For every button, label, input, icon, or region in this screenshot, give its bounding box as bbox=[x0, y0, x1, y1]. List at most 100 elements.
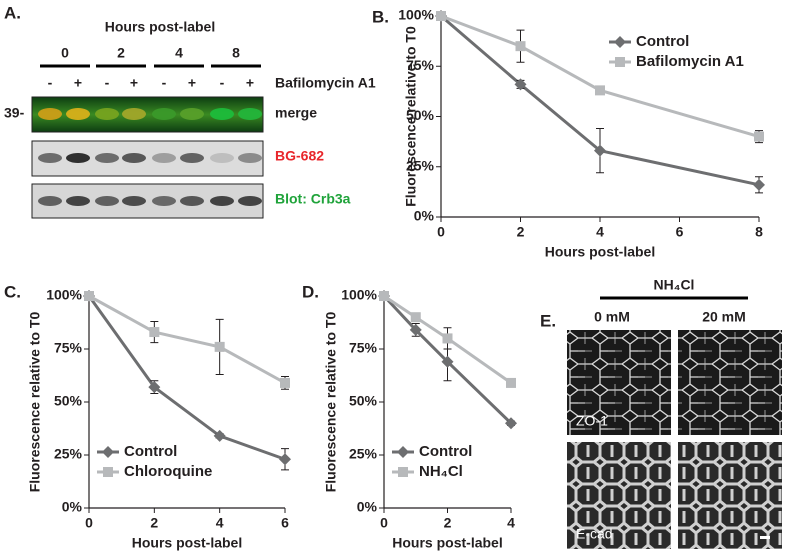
sign-label: + bbox=[246, 75, 254, 91]
band bbox=[95, 108, 119, 120]
x-tick-label: 4 bbox=[216, 515, 224, 531]
y-tick-label: 25% bbox=[406, 157, 435, 173]
x-tick-label: 2 bbox=[517, 224, 525, 240]
series-line bbox=[440, 14, 760, 139]
band bbox=[210, 108, 234, 120]
sign-label: - bbox=[220, 75, 225, 91]
point bbox=[149, 327, 160, 338]
scale-bar bbox=[760, 536, 770, 539]
x-tick-label: 4 bbox=[507, 515, 515, 531]
micrograph bbox=[567, 330, 671, 435]
band bbox=[38, 108, 62, 120]
point bbox=[506, 377, 516, 388]
timepoint-label: 8 bbox=[232, 45, 240, 61]
legend-marker bbox=[614, 36, 626, 48]
sign-label: + bbox=[74, 75, 82, 91]
y-tick-label: 25% bbox=[349, 446, 378, 462]
band bbox=[38, 153, 62, 163]
point bbox=[436, 11, 446, 21]
band bbox=[238, 196, 262, 206]
legend-label: Control bbox=[636, 33, 689, 50]
band bbox=[122, 108, 146, 120]
panel-label: B. bbox=[372, 7, 389, 26]
y-tick-label: 100% bbox=[46, 287, 82, 303]
y-tick-label: 0% bbox=[62, 499, 83, 515]
point bbox=[754, 131, 764, 142]
point bbox=[279, 453, 291, 466]
series-line bbox=[382, 294, 513, 425]
y-tick-label: 50% bbox=[349, 393, 378, 409]
band bbox=[38, 196, 62, 206]
point bbox=[379, 291, 389, 301]
timepoint-label: 0 bbox=[61, 45, 69, 61]
point bbox=[441, 355, 454, 368]
band bbox=[180, 196, 204, 206]
band bbox=[66, 196, 90, 206]
legend-label: Chloroquine bbox=[124, 463, 212, 480]
legend-label: Bafilomycin A1 bbox=[636, 53, 744, 70]
x-tick-label: 8 bbox=[755, 224, 763, 240]
stain-label: E-cad bbox=[576, 526, 613, 542]
row-label: merge bbox=[275, 105, 317, 121]
y-axis-label: Fluorescence relative to T0 bbox=[323, 312, 339, 493]
legend-label: NH₄Cl bbox=[419, 463, 463, 480]
blot-title: Hours post-label bbox=[105, 19, 215, 35]
point bbox=[213, 429, 226, 442]
y-tick-label: 100% bbox=[341, 287, 377, 303]
point bbox=[280, 377, 290, 388]
legend-marker bbox=[398, 467, 408, 477]
y-axis-label: Fluorescence relative to T0 bbox=[27, 312, 43, 493]
band bbox=[122, 153, 146, 163]
x-tick-label: 0 bbox=[85, 515, 93, 531]
panel-label: E. bbox=[540, 311, 556, 330]
panel-label: D. bbox=[302, 282, 319, 301]
band bbox=[95, 153, 119, 163]
legend-label: Control bbox=[419, 443, 472, 460]
micrograph bbox=[567, 442, 671, 549]
sign-label: - bbox=[48, 75, 53, 91]
y-tick-label: 50% bbox=[406, 107, 435, 123]
band bbox=[238, 153, 262, 163]
y-tick-label: 50% bbox=[54, 393, 83, 409]
legend-label: Control bbox=[124, 443, 177, 460]
y-tick-label: 0% bbox=[357, 499, 378, 515]
point bbox=[505, 417, 517, 430]
point bbox=[595, 85, 605, 96]
y-tick-label: 100% bbox=[398, 7, 434, 23]
band bbox=[95, 196, 119, 206]
point bbox=[214, 341, 225, 352]
concentration-label: 20 mM bbox=[702, 309, 746, 325]
mw-marker: 39- bbox=[4, 105, 25, 121]
y-tick-label: 75% bbox=[54, 340, 83, 356]
sign-label: + bbox=[130, 75, 138, 91]
series-line bbox=[88, 294, 286, 385]
band bbox=[180, 108, 204, 120]
y-axis-label: Fluorescence relative to T0 bbox=[403, 26, 419, 207]
micrograph bbox=[678, 442, 782, 549]
micro-treatment: NH₄Cl bbox=[654, 277, 695, 293]
micrograph bbox=[678, 330, 782, 435]
legend-marker bbox=[615, 57, 625, 67]
band bbox=[152, 108, 176, 120]
series-line bbox=[383, 294, 512, 385]
series-line bbox=[87, 295, 286, 461]
y-tick-label: 75% bbox=[406, 57, 435, 73]
x-axis-label: Hours post-label bbox=[392, 535, 502, 551]
point bbox=[409, 323, 422, 336]
band bbox=[210, 196, 234, 206]
point bbox=[84, 291, 94, 301]
timepoint-label: 2 bbox=[117, 45, 125, 61]
point bbox=[753, 178, 765, 191]
row-label: BG-682 bbox=[275, 148, 324, 164]
x-tick-label: 6 bbox=[676, 224, 684, 240]
x-axis-label: Hours post-label bbox=[545, 244, 655, 260]
x-tick-label: 0 bbox=[437, 224, 445, 240]
x-tick-label: 6 bbox=[281, 515, 289, 531]
stain-label: ZO-1 bbox=[576, 413, 608, 429]
row-label: Blot: Crb3a bbox=[275, 191, 351, 207]
band bbox=[66, 108, 90, 120]
point bbox=[514, 78, 527, 91]
point bbox=[410, 312, 421, 323]
x-tick-label: 2 bbox=[444, 515, 452, 531]
x-tick-label: 4 bbox=[596, 224, 604, 240]
